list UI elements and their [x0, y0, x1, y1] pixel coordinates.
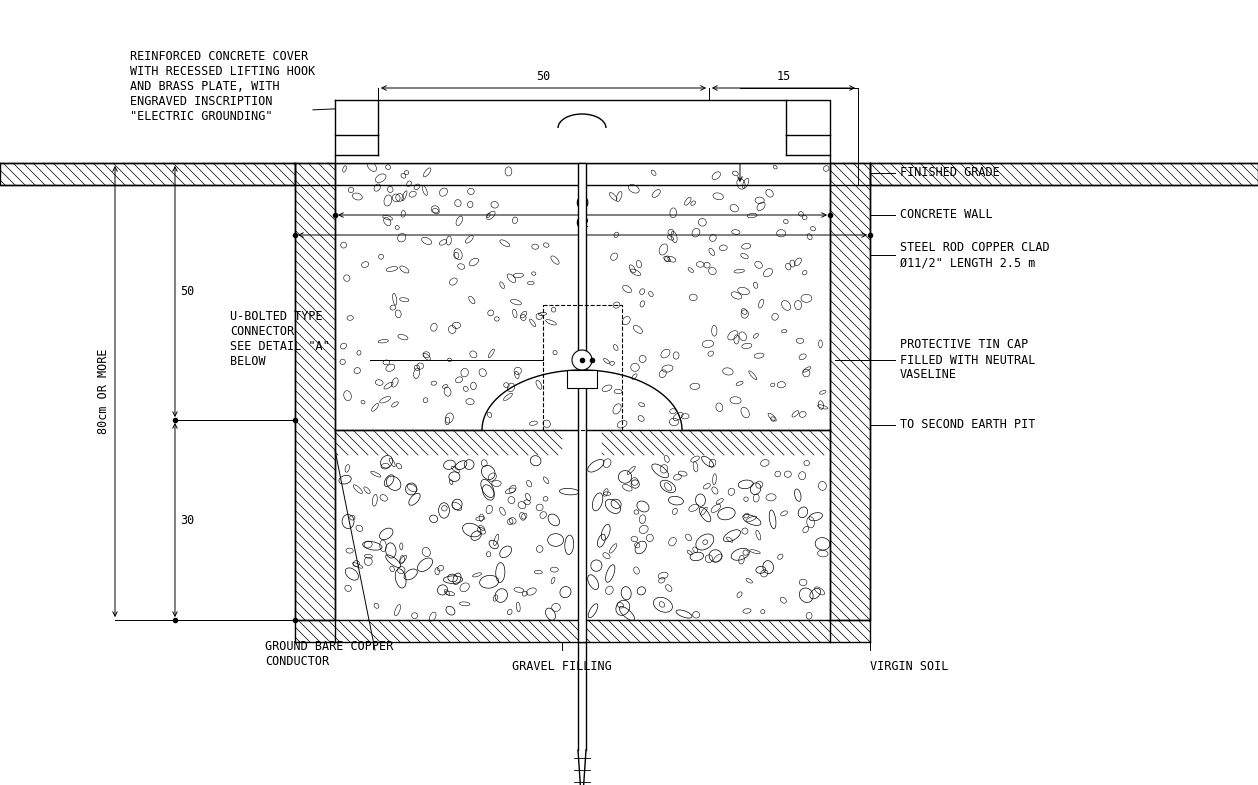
Bar — [377, 100, 786, 135]
Circle shape — [572, 350, 593, 370]
Bar — [567, 370, 598, 388]
Text: 50: 50 — [180, 285, 194, 298]
Bar — [603, 430, 830, 455]
Text: 30: 30 — [180, 513, 194, 527]
Text: VIRGIN SOIL: VIRGIN SOIL — [871, 660, 949, 673]
Bar — [543, 305, 621, 430]
Text: U-BOLTED TYPE
CONNECTOR
SEE DETAIL "A"
BELOW: U-BOLTED TYPE CONNECTOR SEE DETAIL "A" B… — [230, 310, 330, 368]
Text: 62: 62 — [575, 217, 590, 230]
Text: 5: 5 — [745, 136, 752, 149]
Bar — [830, 163, 871, 620]
Text: REINFORCED CONCRETE COVER
WITH RECESSED LIFTING HOOK
AND BRASS PLATE, WITH
ENGRA: REINFORCED CONCRETE COVER WITH RECESSED … — [130, 50, 316, 123]
Text: 80cm OR MORE: 80cm OR MORE — [97, 349, 109, 434]
Text: 15: 15 — [776, 70, 790, 83]
Bar — [294, 620, 871, 642]
Bar — [577, 163, 586, 642]
Text: STEEL ROD COPPER CLAD
Ø11/2" LENGTH 2.5 m: STEEL ROD COPPER CLAD Ø11/2" LENGTH 2.5 … — [899, 241, 1049, 269]
Bar — [335, 100, 830, 163]
Text: 60: 60 — [575, 197, 590, 210]
Bar — [871, 163, 1258, 185]
Text: CONCRETE WALL: CONCRETE WALL — [899, 209, 993, 221]
Text: FINISHED GRADE: FINISHED GRADE — [899, 166, 1000, 180]
Bar — [0, 163, 294, 185]
Bar — [294, 163, 335, 620]
Text: PROTECTIVE TIN CAP
FILLED WITH NEUTRAL
VASELINE: PROTECTIVE TIN CAP FILLED WITH NEUTRAL V… — [899, 338, 1035, 382]
Bar — [335, 430, 562, 455]
Text: GRAVEL FILLING: GRAVEL FILLING — [512, 660, 611, 673]
Text: TO SECOND EARTH PIT: TO SECOND EARTH PIT — [899, 418, 1035, 432]
Text: 50: 50 — [536, 70, 551, 83]
Text: GROUND BARE COPPER
CONDUCTOR: GROUND BARE COPPER CONDUCTOR — [265, 640, 394, 668]
